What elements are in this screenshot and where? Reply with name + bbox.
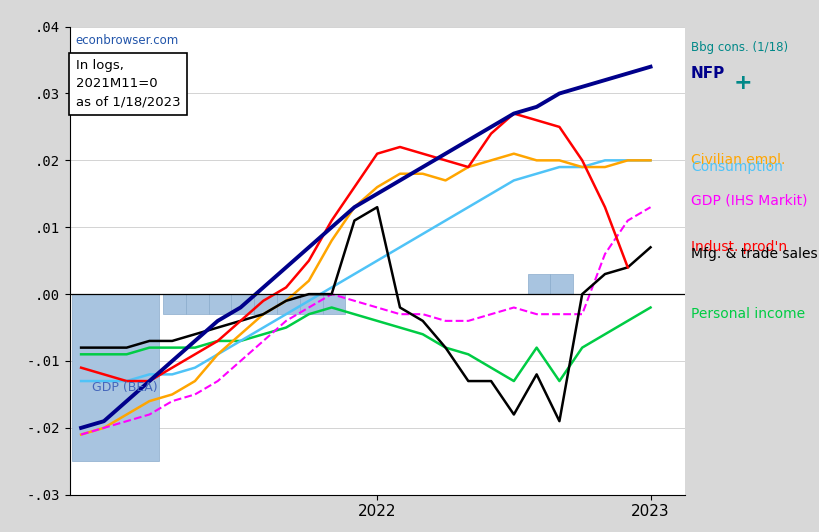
Text: econbrowser.com: econbrowser.com xyxy=(76,34,179,47)
Text: NFP: NFP xyxy=(690,66,724,81)
Text: GDP (IHS Markit): GDP (IHS Markit) xyxy=(690,194,807,207)
Text: Indust. prod'n: Indust. prod'n xyxy=(690,240,786,254)
Bar xyxy=(208,294,231,314)
Bar xyxy=(322,294,345,314)
Text: Consumption: Consumption xyxy=(690,160,782,174)
Text: In logs,
2021M11=0
as of 1/18/2023: In logs, 2021M11=0 as of 1/18/2023 xyxy=(76,60,180,109)
Bar xyxy=(72,294,158,461)
Text: Personal income: Personal income xyxy=(690,307,804,321)
Bar xyxy=(231,294,254,314)
Text: +: + xyxy=(733,73,752,94)
Bar xyxy=(277,294,300,314)
Text: Bbg cons. (1/18): Bbg cons. (1/18) xyxy=(690,40,787,54)
Bar xyxy=(254,294,277,314)
Text: GDP (BEA): GDP (BEA) xyxy=(93,381,158,394)
Bar xyxy=(527,274,550,294)
Bar xyxy=(163,294,186,314)
Bar xyxy=(186,294,208,314)
Bar xyxy=(550,274,572,294)
Text: Civilian empl.: Civilian empl. xyxy=(690,153,785,168)
Text: Mfg. & trade sales: Mfg. & trade sales xyxy=(690,247,817,261)
Bar xyxy=(300,294,322,314)
